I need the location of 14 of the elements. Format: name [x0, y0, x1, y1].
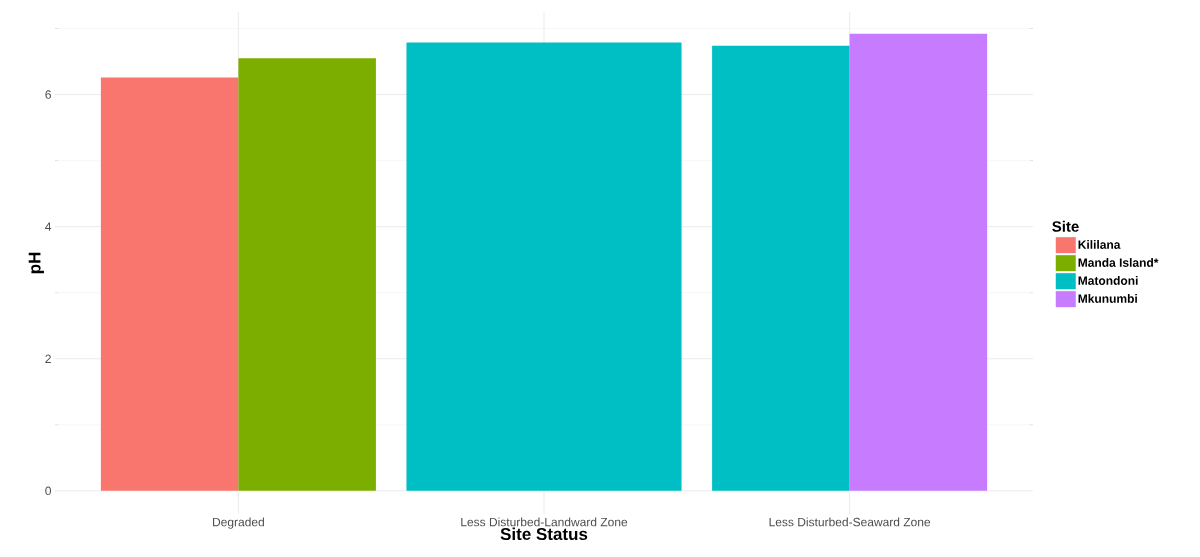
- x-axis-title: Site Status: [500, 527, 588, 541]
- legend-label: Manda Island*: [1078, 258, 1159, 267]
- legend-label: Matondoni: [1078, 276, 1138, 285]
- y-axis-title: pH: [28, 252, 44, 274]
- legend-title: Site: [1052, 220, 1079, 232]
- legend-label: Kililana: [1078, 240, 1121, 249]
- x-tick-label: Degraded: [213, 517, 264, 529]
- x-tick-label: Less Disturbed-Landward Zone: [461, 517, 628, 527]
- y-tick-label: 2: [45, 354, 51, 363]
- legend-label: Mkunumbi: [1078, 294, 1137, 303]
- y-tick-label: 0: [45, 486, 52, 496]
- x-tick-label: Less Disturbed-Seaward Zone: [769, 517, 931, 527]
- y-tick-label: 6: [45, 90, 51, 99]
- y-tick-label: 4: [45, 222, 52, 231]
